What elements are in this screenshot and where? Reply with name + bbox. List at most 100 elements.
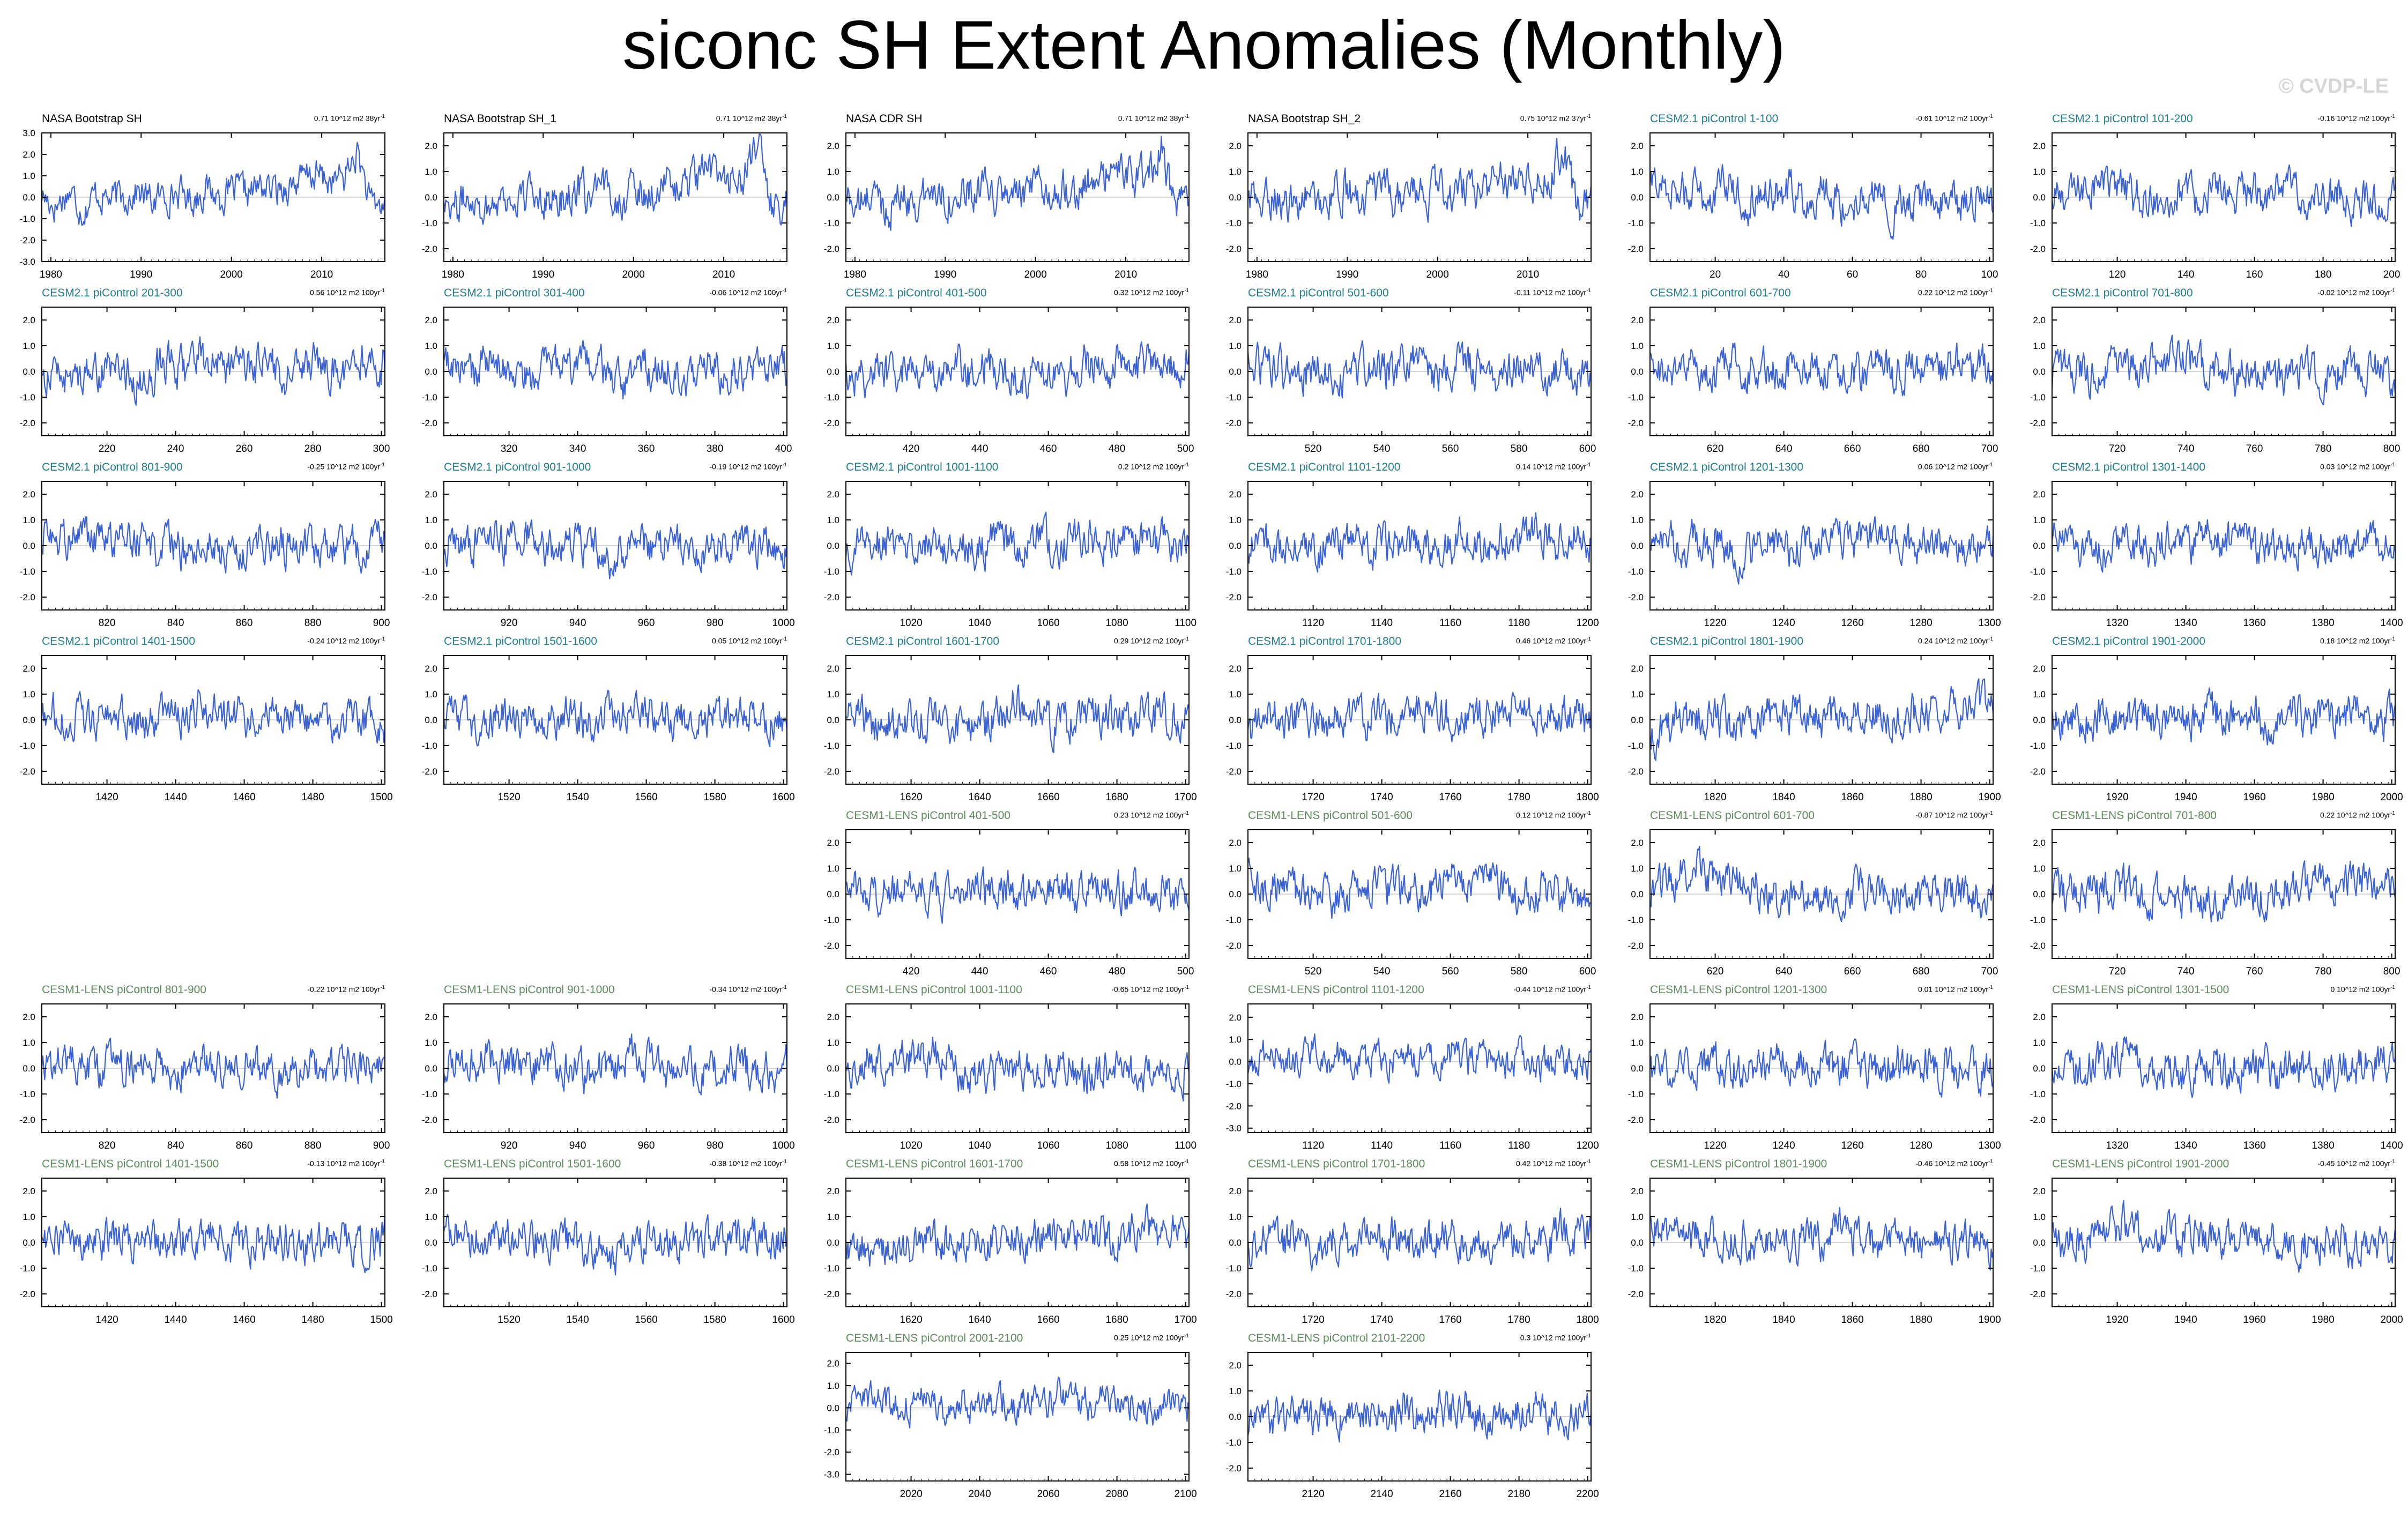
x-tick-label: 1960 xyxy=(2243,792,2265,803)
y-tick-label: -2.0 xyxy=(20,766,35,777)
x-tick-label: 20 xyxy=(1710,269,1721,280)
x-tick-label: 280 xyxy=(304,443,322,455)
x-tick-label: 1600 xyxy=(772,1314,794,1326)
series-line xyxy=(1649,1207,1994,1271)
y-tick-label: -2.0 xyxy=(1628,1115,1644,1125)
series-line xyxy=(1247,340,1592,399)
y-tick-label: 2.0 xyxy=(1631,664,1644,674)
chart-svg: 1720 1740 1760 1780 1800 2.0 1.0 0.0 -1.0 -2.0 xyxy=(1226,1178,1599,1326)
chart-panel: CESM1-LENS piControl 901-1000 -0.34 10^12… xyxy=(402,984,799,1155)
x-tick-label: 2000 xyxy=(2380,1314,2403,1326)
x-tick-label: 1320 xyxy=(2106,1140,2128,1151)
y-tick-label: 1.0 xyxy=(23,689,35,699)
trend-text: -0.38 10^12 m2 100yr xyxy=(709,1159,783,1168)
y-tick-label: -1.0 xyxy=(1226,392,1242,403)
y-tick-label: -1.0 xyxy=(422,392,437,403)
y-tick-label: 0.0 xyxy=(1631,1238,1644,1248)
x-tick-label: 1460 xyxy=(233,1314,255,1326)
x-tick-label: 1540 xyxy=(566,1314,589,1326)
chart-svg: 1920 1940 1960 1980 2000 2.0 1.0 0.0 -1.0 -2.0 xyxy=(2030,655,2403,803)
x-tick-label: 1080 xyxy=(1105,1140,1128,1151)
x-tick-label: 1860 xyxy=(1841,1314,1863,1326)
y-tick-label: 0.0 xyxy=(827,367,839,377)
y-tick-label: -2.0 xyxy=(1628,1289,1644,1299)
panel-trend: 0.58 10^12 m2 100yr-1 xyxy=(1114,1159,1189,1168)
panel-trend: 0.71 10^12 m2 38yr-1 xyxy=(1118,114,1189,123)
x-tick-label: 880 xyxy=(304,617,322,629)
x-tick-label: 2020 xyxy=(900,1488,922,1500)
panel-title: CESM2.1 piControl 1301-1400 xyxy=(2052,461,2206,473)
trend-text: 0.06 10^12 m2 100yr xyxy=(1918,462,1989,471)
y-tick-label: -1.0 xyxy=(824,392,839,403)
x-tick-label: 820 xyxy=(99,1140,116,1151)
panel-trend: 0.03 10^12 m2 100yr-1 xyxy=(2320,462,2395,471)
x-tick-label: 1040 xyxy=(968,1140,991,1151)
x-tick-label: 1340 xyxy=(2174,1140,2197,1151)
panel-title: CESM1-LENS piControl 501-600 xyxy=(1248,809,1413,822)
y-tick-label: 2.0 xyxy=(425,664,437,674)
x-tick-label: 2040 xyxy=(968,1488,991,1500)
x-tick-label: 1680 xyxy=(1105,1314,1128,1326)
y-tick-label: 2.0 xyxy=(425,489,437,500)
y-tick-label: -2.0 xyxy=(422,418,437,428)
chart-svg: 420 440 460 480 500 2.0 1.0 0.0 -1.0 -2.0 xyxy=(824,829,1194,977)
trend-exponent: -1 xyxy=(2390,985,2395,991)
x-tick-label: 2000 xyxy=(1024,269,1047,280)
y-tick-label: 1.0 xyxy=(827,864,839,874)
series-line xyxy=(41,142,386,226)
chart-svg: 2020 2040 2060 2080 2100 2.0 1.0 0.0 -1.0 -2.0 -3.… xyxy=(824,1352,1197,1500)
y-tick-label: -1.0 xyxy=(1628,392,1644,403)
y-tick-label: 2.0 xyxy=(23,664,35,674)
chart-svg: 920 940 960 980 1000 2.0 1.0 0.0 -1.0 -2.0 xyxy=(422,1003,795,1151)
panel-title: CESM2.1 piControl 301-400 xyxy=(444,287,585,299)
trend-text: 0.32 10^12 m2 100yr xyxy=(1113,288,1185,297)
y-tick-label: -2.0 xyxy=(824,1447,839,1457)
x-tick-label: 360 xyxy=(638,443,655,455)
x-tick-label: 1460 xyxy=(233,792,255,803)
y-tick-label: 2.0 xyxy=(827,315,839,325)
chart-panel: NASA CDR SH 0.71 10^12 m2 38yr-1 1980 1990 2… xyxy=(804,113,1201,284)
y-tick-label: 2.0 xyxy=(1229,315,1242,325)
x-tick-label: 500 xyxy=(1177,966,1194,977)
chart-svg: 720 740 760 780 800 2.0 1.0 0.0 -1.0 -2.0 xyxy=(2030,307,2400,455)
y-tick-label: -2.0 xyxy=(422,766,437,777)
x-tick-label: 640 xyxy=(1775,966,1793,977)
y-tick-label: 2.0 xyxy=(827,1359,839,1369)
series-line xyxy=(1247,1033,1592,1084)
y-tick-label: 1.0 xyxy=(2033,167,2046,177)
y-tick-label: -1.0 xyxy=(2030,392,2046,403)
x-tick-label: 1400 xyxy=(2380,1140,2403,1151)
trend-exponent: -1 xyxy=(380,462,385,468)
panel-title: CESM2.1 piControl 401-500 xyxy=(846,287,987,299)
series-line xyxy=(2051,1200,2396,1273)
panel-title: CESM1-LENS piControl 901-1000 xyxy=(444,984,615,996)
panel-title: CESM1-LENS piControl 2001-2100 xyxy=(846,1332,1023,1344)
y-tick-label: -1.0 xyxy=(2030,1263,2046,1274)
panel-trend: -0.22 10^12 m2 100yr-1 xyxy=(307,985,385,994)
chart-svg: 920 940 960 980 1000 2.0 1.0 0.0 -1.0 -2.0 xyxy=(422,481,795,629)
chart-panel: CESM2.1 piControl 1301-1400 0.03 10^12 m2… xyxy=(2010,461,2407,632)
x-tick-label: 700 xyxy=(1981,443,1998,455)
y-tick-label: 2.0 xyxy=(827,838,839,848)
x-tick-label: 760 xyxy=(2246,443,2263,455)
y-tick-label: -1.0 xyxy=(824,1089,839,1099)
trend-exponent: -1 xyxy=(1184,462,1189,468)
y-tick-label: 1.0 xyxy=(425,689,437,699)
trend-exponent: -1 xyxy=(2390,462,2395,468)
y-tick-label: 0.0 xyxy=(827,715,839,725)
chart-svg: 820 840 860 880 900 2.0 1.0 0.0 -1.0 -2.0 xyxy=(20,481,390,629)
chart-svg: 1820 1840 1860 1880 1900 2.0 1.0 0.0 -1.0 -2.0 xyxy=(1628,1178,2001,1326)
chart-panel: CESM2.1 piControl 1401-1500 -0.24 10^12 m… xyxy=(0,635,397,807)
y-tick-label: -1.0 xyxy=(824,915,839,925)
y-tick-label: -2.0 xyxy=(2030,1115,2046,1125)
y-tick-label: 2.0 xyxy=(2033,141,2046,151)
x-tick-label: 1960 xyxy=(2243,1314,2265,1326)
y-tick-label: 0.0 xyxy=(1229,192,1242,203)
x-tick-label: 1980 xyxy=(1246,269,1268,280)
trend-text: 0.14 10^12 m2 100yr xyxy=(1515,462,1587,471)
trend-exponent: -1 xyxy=(1988,1159,1993,1165)
y-tick-label: 2.0 xyxy=(1229,838,1242,848)
x-tick-label: 800 xyxy=(2383,443,2400,455)
panel-title: CESM2.1 piControl 1-100 xyxy=(1650,113,1779,125)
y-tick-label: -1.0 xyxy=(1226,1263,1242,1274)
